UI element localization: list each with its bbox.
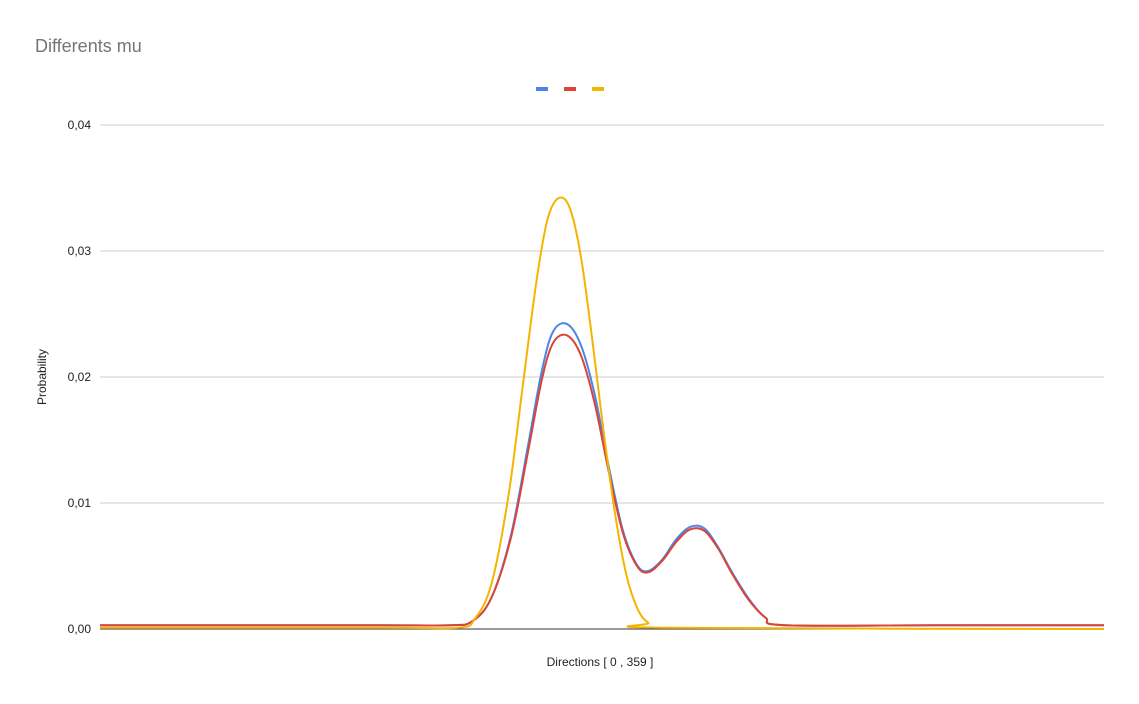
y-tick-label: 0,01: [68, 496, 92, 510]
series-line-3: [99, 196, 1105, 630]
y-axis-title: Probability: [35, 349, 49, 405]
gridlines: [100, 124, 1104, 504]
legend-swatch-2: [564, 87, 576, 91]
y-tick-label: 0,02: [68, 370, 92, 384]
legend: [536, 87, 604, 91]
series-line-2: [99, 333, 1104, 627]
series-line-1: [99, 322, 1104, 627]
series-lines: [99, 196, 1105, 630]
legend-swatch-3: [592, 87, 604, 91]
y-tick-label: 0,03: [68, 244, 92, 258]
y-tick-label: 0,04: [68, 118, 92, 132]
x-axis-title: Directions [ 0 , 359 ]: [547, 655, 654, 669]
chart-title: Differents mu: [35, 36, 142, 56]
y-axis-ticks: 0,00 0,01 0,02 0,03 0,04: [68, 118, 92, 636]
legend-swatch-1: [536, 87, 548, 91]
y-tick-label: 0,00: [68, 622, 92, 636]
